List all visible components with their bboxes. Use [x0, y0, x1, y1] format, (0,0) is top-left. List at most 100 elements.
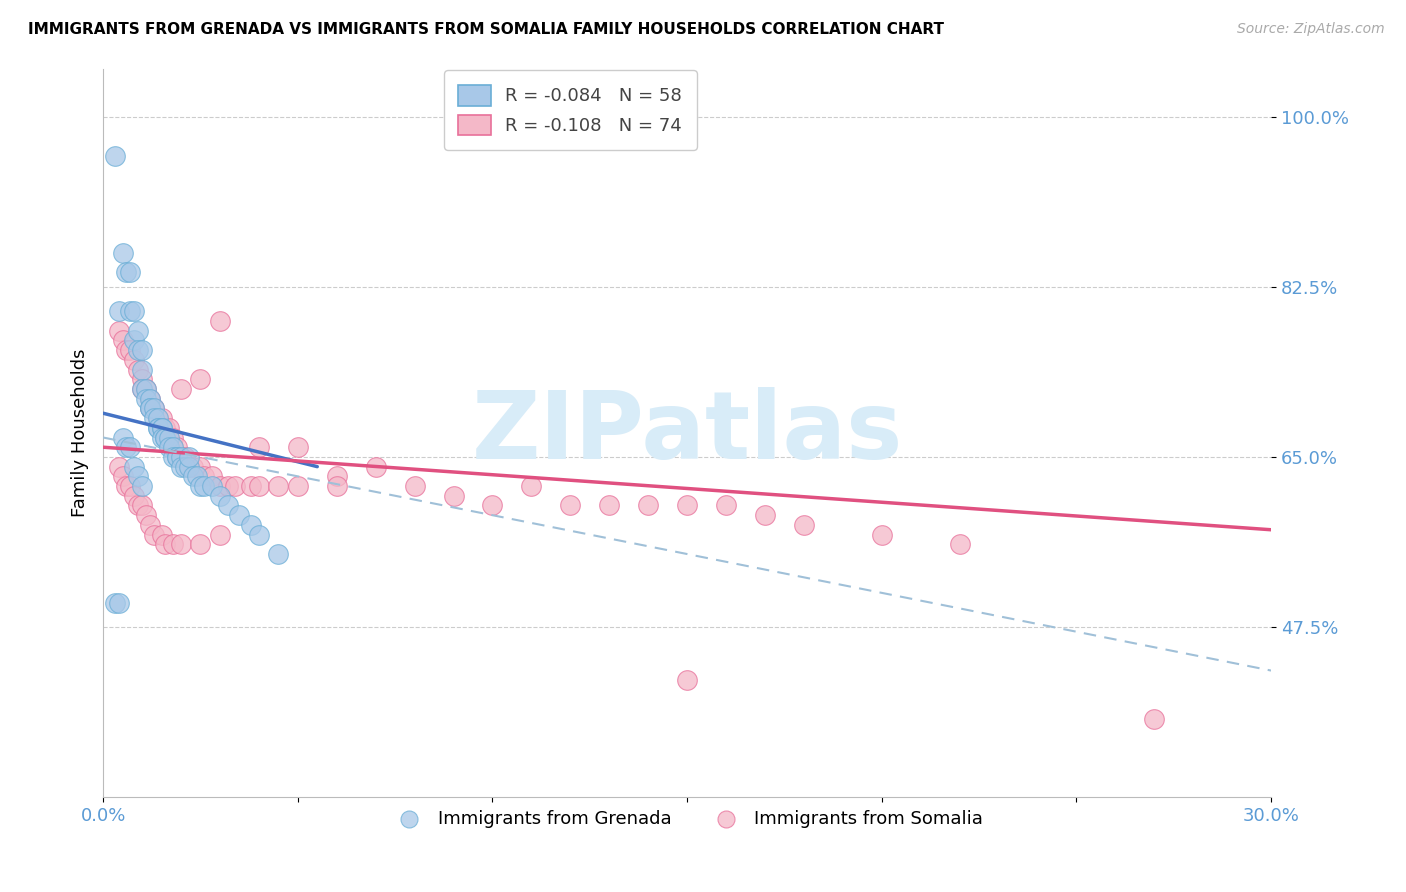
Point	[676, 499, 699, 513]
Point	[139, 517, 162, 532]
Point	[120, 265, 142, 279]
Point	[404, 479, 426, 493]
Point	[157, 440, 180, 454]
Point	[120, 304, 142, 318]
Y-axis label: Family Households: Family Households	[72, 349, 89, 516]
Point	[170, 537, 193, 551]
Point	[793, 517, 815, 532]
Point	[155, 537, 177, 551]
Point	[560, 499, 582, 513]
Point	[190, 537, 212, 551]
Point	[127, 362, 149, 376]
Point	[115, 440, 138, 454]
Point	[146, 421, 169, 435]
Point	[162, 440, 184, 454]
Point	[107, 596, 129, 610]
Point	[186, 469, 208, 483]
Point	[193, 469, 215, 483]
Point	[173, 459, 195, 474]
Point	[104, 149, 127, 163]
Point	[481, 499, 503, 513]
Point	[111, 430, 134, 444]
Point	[124, 334, 146, 348]
Point	[170, 382, 193, 396]
Point	[162, 450, 184, 464]
Point	[170, 450, 193, 464]
Point	[107, 304, 129, 318]
Point	[135, 508, 157, 523]
Point	[135, 392, 157, 406]
Point	[166, 450, 188, 464]
Point	[124, 489, 146, 503]
Point	[177, 459, 200, 474]
Point	[637, 499, 659, 513]
Point	[150, 421, 173, 435]
Point	[150, 421, 173, 435]
Point	[287, 479, 309, 493]
Point	[870, 527, 893, 541]
Point	[217, 479, 239, 493]
Point	[120, 343, 142, 358]
Point	[162, 537, 184, 551]
Point	[111, 246, 134, 260]
Point	[104, 596, 127, 610]
Point	[107, 459, 129, 474]
Point	[208, 527, 231, 541]
Point	[115, 343, 138, 358]
Point	[247, 479, 270, 493]
Point	[224, 479, 246, 493]
Point	[177, 459, 200, 474]
Point	[193, 479, 215, 493]
Point	[142, 401, 165, 416]
Point	[443, 489, 465, 503]
Point	[240, 517, 263, 532]
Point	[228, 508, 250, 523]
Point	[181, 469, 204, 483]
Point	[157, 430, 180, 444]
Point	[139, 392, 162, 406]
Point	[190, 372, 212, 386]
Point	[247, 527, 270, 541]
Point	[201, 479, 224, 493]
Point	[127, 499, 149, 513]
Point	[166, 440, 188, 454]
Point	[111, 334, 134, 348]
Point	[107, 324, 129, 338]
Point	[142, 401, 165, 416]
Point	[155, 421, 177, 435]
Point	[190, 459, 212, 474]
Point	[325, 469, 347, 483]
Point	[131, 343, 153, 358]
Point	[170, 459, 193, 474]
Point	[150, 421, 173, 435]
Point	[131, 382, 153, 396]
Point	[124, 459, 146, 474]
Point	[267, 479, 290, 493]
Point	[364, 459, 387, 474]
Point	[162, 430, 184, 444]
Point	[177, 450, 200, 464]
Point	[162, 440, 184, 454]
Point	[142, 411, 165, 425]
Point	[131, 499, 153, 513]
Point	[240, 479, 263, 493]
Point	[127, 324, 149, 338]
Point	[131, 372, 153, 386]
Point	[287, 440, 309, 454]
Point	[190, 479, 212, 493]
Point	[949, 537, 972, 551]
Point	[676, 673, 699, 688]
Point	[146, 421, 169, 435]
Point	[201, 469, 224, 483]
Point	[135, 382, 157, 396]
Text: ZIPatlas: ZIPatlas	[471, 386, 903, 479]
Point	[170, 450, 193, 464]
Point	[166, 450, 188, 464]
Point	[124, 304, 146, 318]
Point	[131, 362, 153, 376]
Point	[714, 499, 737, 513]
Point	[127, 469, 149, 483]
Point	[139, 401, 162, 416]
Point	[131, 479, 153, 493]
Text: IMMIGRANTS FROM GRENADA VS IMMIGRANTS FROM SOMALIA FAMILY HOUSEHOLDS CORRELATION: IMMIGRANTS FROM GRENADA VS IMMIGRANTS FR…	[28, 22, 943, 37]
